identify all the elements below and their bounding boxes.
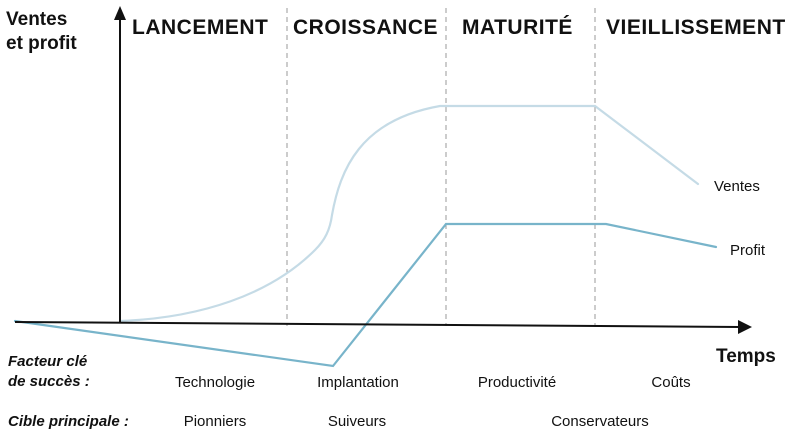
target-row-label: Cible principale : <box>8 413 129 430</box>
factor-launch: Technologie <box>174 374 256 391</box>
x-axis <box>14 321 741 328</box>
phase-launch: LANCEMENT <box>132 16 269 39</box>
phase-maturity: MATURITÉ <box>462 16 573 39</box>
sales-curve-label: Ventes <box>714 178 760 195</box>
sales-curve <box>118 104 700 323</box>
y-axis-label-line2: et profit <box>6 33 77 54</box>
success-factor-label-line2: de succès : <box>8 373 90 390</box>
phase-growth: CROISSANCE <box>293 16 439 39</box>
factor-maturity: Productivité <box>477 374 557 391</box>
target-maturity-decline: Conservateurs <box>551 413 649 430</box>
profit-curve-label: Profit <box>730 242 766 259</box>
target-growth: Suiveurs <box>327 413 387 430</box>
target-launch: Pionniers <box>183 413 247 430</box>
x-axis-label: Temps <box>716 346 776 367</box>
phase-decline: VIEILLISSEMENT <box>606 16 786 39</box>
profit-curve <box>13 222 718 368</box>
y-axis-arrowhead <box>114 6 126 20</box>
factor-decline: Coûts <box>651 374 691 391</box>
y-axis-label-line1: Ventes <box>6 9 68 30</box>
y-axis-label: Ventes et profit <box>6 8 77 56</box>
factor-growth: Implantation <box>317 374 399 391</box>
success-factor-label-line1: Facteur clé <box>8 353 88 370</box>
success-factor-row-label: Facteur clé de succès : <box>8 352 90 392</box>
x-axis-arrowhead <box>738 320 752 334</box>
